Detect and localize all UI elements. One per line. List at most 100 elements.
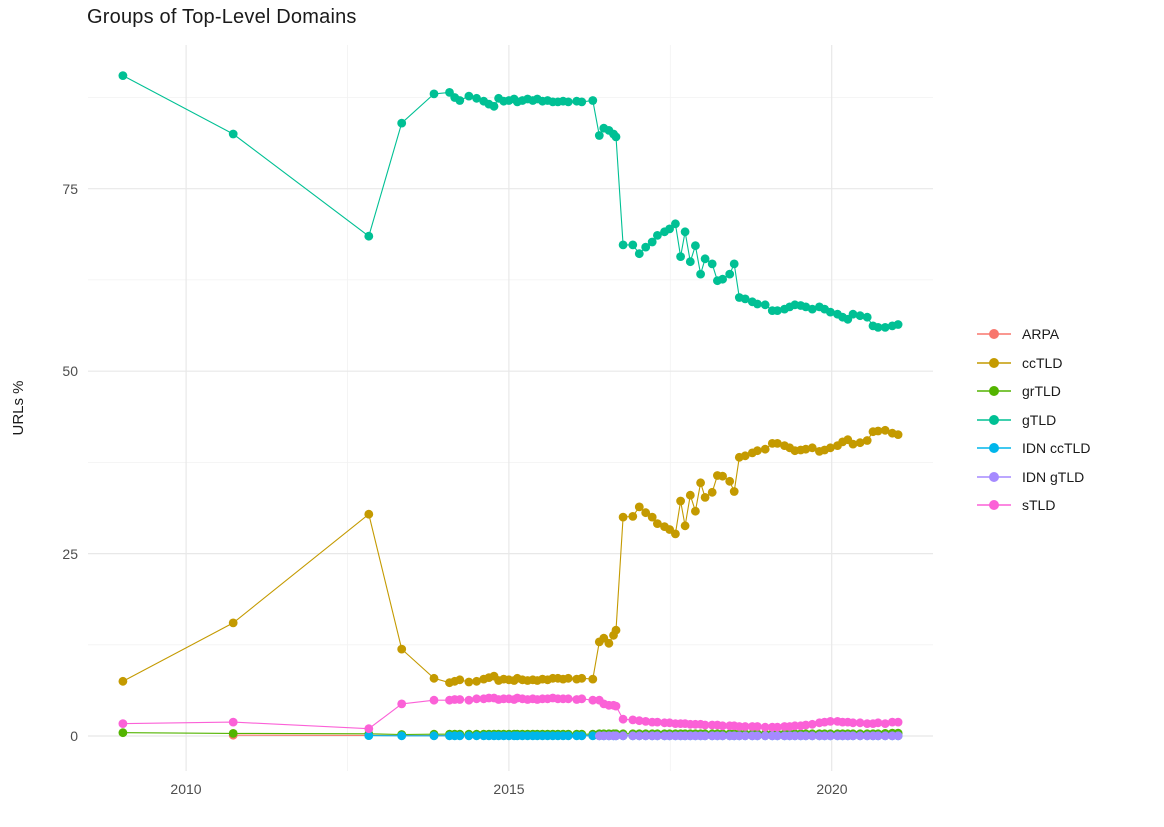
legend-item-gtld: gTLD: [976, 406, 1090, 435]
data-point: [472, 694, 481, 704]
data-point: [893, 430, 903, 439]
data-point: [773, 439, 782, 448]
data-point: [707, 259, 717, 269]
y-tick-label-0: 0: [70, 728, 78, 744]
data-point: [685, 490, 695, 500]
data-point: [464, 731, 474, 741]
data-point: [455, 675, 465, 685]
data-point: [807, 731, 817, 741]
data-point: [611, 625, 621, 635]
data-point: [855, 731, 865, 741]
data-point: [118, 676, 128, 686]
data-point: [118, 719, 128, 728]
data-point: [563, 694, 573, 704]
data-point: [647, 237, 657, 247]
x-tick-label-2010: 2010: [170, 781, 202, 797]
legend-key-icon: [977, 443, 1011, 454]
data-point: [680, 227, 690, 237]
legend-key-icon: [977, 500, 1011, 511]
data-point: [848, 718, 858, 728]
data-point: [364, 231, 374, 241]
data-point: [588, 96, 598, 105]
data-point: [118, 71, 128, 80]
data-point: [753, 299, 762, 309]
legend-label: IDN gTLD: [1022, 468, 1085, 485]
data-point: [618, 731, 628, 741]
data-point: [455, 695, 465, 704]
data-point: [472, 731, 481, 741]
data-point: [464, 695, 474, 705]
y-tick-label-75: 75: [62, 181, 78, 197]
legend-key-icon: [977, 386, 1011, 397]
data-point: [718, 731, 727, 741]
series-idn-gtld: [594, 731, 903, 741]
x-tick-label-2015: 2015: [493, 781, 525, 797]
data-point: [641, 731, 651, 741]
legend-label: grTLD: [1022, 383, 1061, 400]
data-point: [707, 487, 717, 497]
data-point: [696, 478, 705, 488]
data-point: [893, 320, 903, 329]
legend-item-idn-gtld: IDN gTLD: [976, 463, 1090, 492]
legend-key-icon: [977, 471, 1011, 482]
data-point: [228, 129, 238, 139]
data-point: [464, 91, 474, 101]
data-point: [577, 673, 587, 683]
data-point: [455, 96, 465, 105]
data-point: [700, 493, 710, 502]
data-point: [489, 101, 499, 111]
data-point: [880, 731, 890, 741]
data-point: [588, 674, 598, 684]
data-point: [880, 719, 890, 728]
series-gtld: [118, 71, 903, 332]
legend-item-stld: sTLD: [976, 491, 1090, 520]
legend-key-icon: [977, 414, 1011, 425]
data-point: [880, 425, 890, 435]
data-point: [634, 716, 644, 726]
data-point: [760, 300, 770, 310]
legend-label: ARPA: [1022, 326, 1060, 343]
chart-title: Groups of Top-Level Domains: [87, 6, 357, 28]
legend-label: IDN ccTLD: [1022, 440, 1091, 457]
data-point: [729, 487, 739, 496]
data-point: [641, 717, 651, 726]
data-point: [893, 731, 903, 741]
data-point: [753, 722, 762, 731]
data-point: [700, 254, 710, 264]
data-point: [653, 231, 662, 240]
data-point: [685, 257, 695, 267]
data-point: [563, 731, 573, 741]
data-point: [594, 131, 604, 140]
legend-key-icon: [977, 329, 1011, 340]
data-point: [634, 731, 644, 741]
data-point: [760, 444, 770, 454]
data-point: [807, 304, 817, 314]
data-point: [773, 722, 782, 732]
data-point: [641, 242, 651, 252]
data-point: [577, 731, 587, 741]
data-point: [740, 451, 750, 461]
data-point: [397, 731, 407, 741]
data-point: [676, 496, 685, 506]
data-point: [700, 720, 710, 730]
data-point: [880, 323, 890, 332]
data-point: [725, 476, 735, 486]
data-point: [628, 240, 638, 250]
data-point: [563, 673, 573, 683]
data-point: [397, 118, 407, 128]
data-point: [862, 436, 872, 445]
y-axis-title: URLs %: [10, 380, 27, 436]
data-point: [397, 699, 407, 709]
legend-item-cctld: ccTLD: [976, 349, 1090, 378]
data-point: [429, 673, 439, 683]
data-point: [618, 714, 628, 724]
legend-key-icon: [977, 357, 1011, 368]
data-point: [718, 471, 727, 481]
y-tick-label-25: 25: [62, 546, 78, 562]
data-point: [753, 446, 762, 456]
data-point: [848, 309, 858, 319]
data-point: [680, 521, 690, 531]
data-point: [647, 512, 657, 522]
data-point: [848, 439, 858, 449]
data-point: [773, 731, 782, 741]
